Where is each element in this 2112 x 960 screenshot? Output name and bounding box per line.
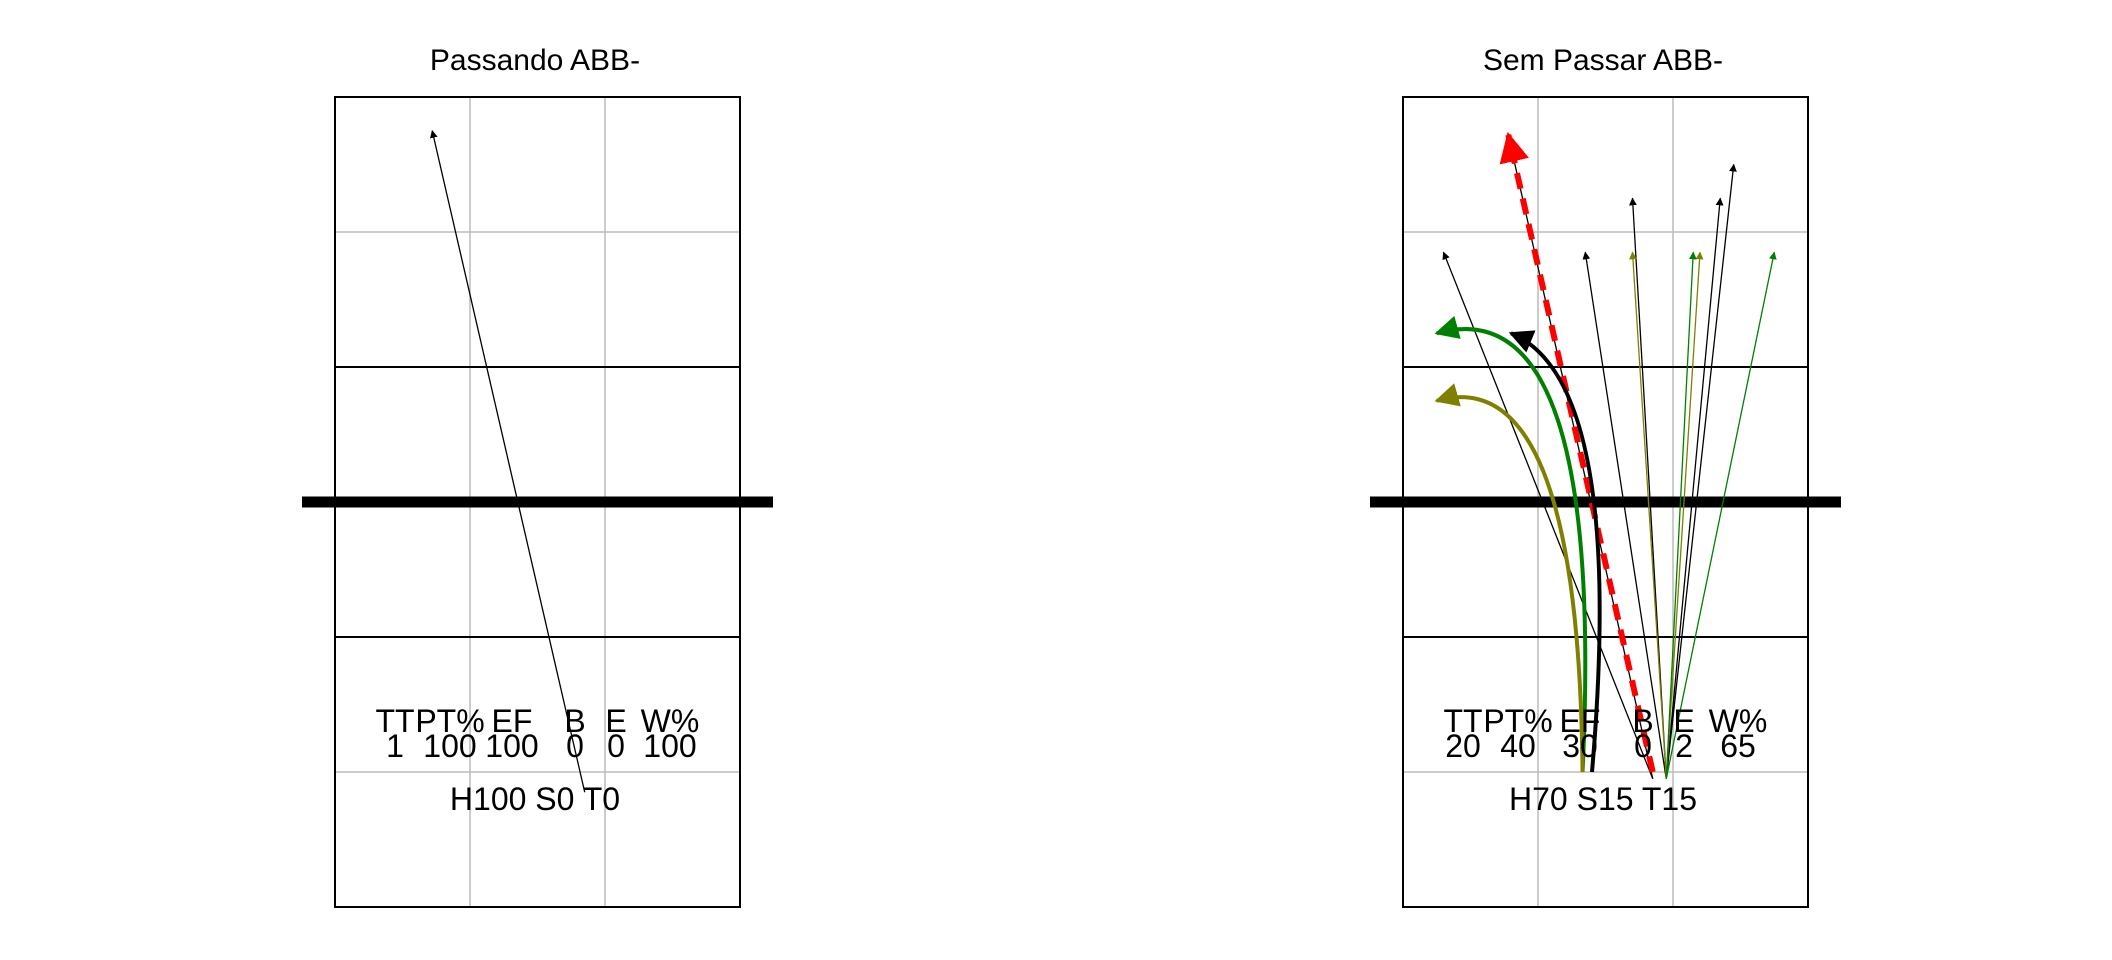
summary-text: H70 S15 T15: [1509, 781, 1697, 817]
stats-value: 100: [423, 728, 476, 764]
stats-header: B: [1632, 703, 1653, 739]
stats-header: TT: [375, 703, 414, 739]
summary-text: H100 S0 T0: [450, 781, 620, 817]
stats-table: TT PT% EF B E W%1 100 100 0 0 100: [375, 703, 699, 764]
stats-value: 20: [1445, 728, 1481, 764]
stats-value: 0: [1634, 728, 1652, 764]
stats-header: TT: [1443, 703, 1482, 739]
chart-title: Passando ABB-: [430, 44, 640, 77]
attack-arrow: [1582, 251, 1667, 779]
stats-header: B: [564, 703, 585, 739]
stats-value: 0: [607, 728, 625, 764]
court-grid: [1370, 96, 1841, 908]
attack-arrow: [1665, 163, 1737, 779]
attack-arrow: [1629, 251, 1667, 779]
stats-header: W%: [641, 703, 700, 739]
stats-table: TT PT% EF B E W% 20 40 30 0 2 65: [1443, 703, 1767, 764]
chart-panel-passando: Passando ABB- TT PT% EF B E W%1 100 100 0 0 100 H1…: [302, 44, 773, 908]
stats-header: EF: [1560, 703, 1601, 739]
stats-value: 65: [1720, 728, 1756, 764]
stats-value: 0: [566, 728, 584, 764]
attack-arrow: [1665, 251, 1697, 779]
stats-header: PT%: [415, 703, 484, 739]
stats-value: 100: [485, 728, 538, 764]
attack-curve: [1434, 383, 1585, 773]
stats-header: E: [605, 703, 626, 739]
stats-value: 30: [1562, 728, 1598, 764]
stats-value: 2: [1675, 728, 1693, 764]
stats-value: 1: [386, 728, 404, 764]
attack-arrows: [1434, 131, 1777, 779]
attack-arrow: [1665, 251, 1704, 779]
court-grid: [302, 96, 773, 908]
attack-arrow: [1665, 251, 1777, 779]
attack-arrow: [429, 129, 586, 793]
chart-title: Sem Passar ABB-: [1483, 44, 1723, 77]
stats-value: 100: [643, 728, 696, 764]
attack-arrow: [1442, 251, 1654, 779]
stats-header: W%: [1709, 703, 1768, 739]
attack-curve: [1508, 330, 1602, 773]
attack-arrows: [429, 129, 586, 793]
stats-header: E: [1673, 703, 1694, 739]
attack-arrow-dashed: [1499, 131, 1656, 773]
chart-panel-sem-passar: Sem Passar ABB- TT PT% EF B E W% 20 40 30 0 2 65 H7…: [1370, 44, 1841, 908]
attack-curve: [1434, 315, 1588, 773]
stats-value: 40: [1500, 728, 1536, 764]
stats-header: PT%: [1483, 703, 1552, 739]
attack-arrow: [1665, 197, 1724, 779]
stats-header: EF: [492, 703, 533, 739]
